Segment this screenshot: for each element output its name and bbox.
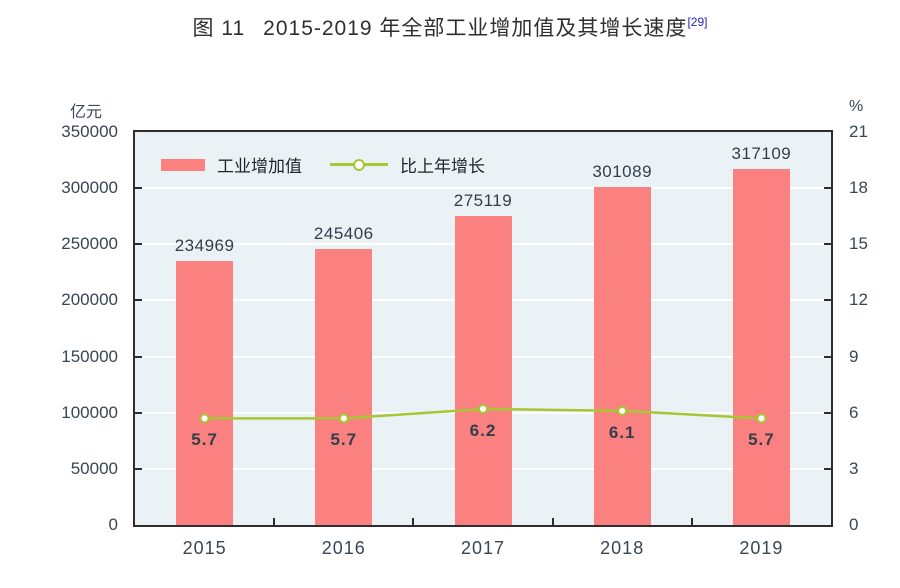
x-axis-label: 2016 (321, 538, 366, 558)
x-axis-label: 2018 (600, 538, 645, 558)
right-axis-tick (824, 299, 831, 302)
left-axis-tick-label: 350000 (61, 122, 118, 141)
bar (732, 168, 790, 525)
x-axis-tick (690, 518, 693, 525)
line-value-label: 6.2 (469, 420, 497, 440)
right-axis-unit-label: % (849, 98, 864, 115)
bar-value-label: 275119 (453, 191, 513, 211)
right-axis-tick-label: 18 (849, 178, 868, 198)
legend-bar-swatch-icon (161, 158, 205, 171)
left-axis-tick (135, 243, 142, 246)
legend-circle-marker-icon (353, 159, 365, 171)
line-value-label: 5.7 (330, 430, 358, 450)
right-axis-tick (824, 355, 831, 358)
legend-line-label: 比上年增长 (400, 157, 485, 176)
legend: 工业增加值 比上年增长 (161, 152, 485, 177)
line-value-label: 5.7 (748, 430, 775, 450)
bar (176, 261, 234, 525)
left-axis-tick-label: 300000 (61, 178, 118, 198)
growth-line-chart (199, 403, 767, 424)
right-axis-tick (824, 243, 831, 246)
x-axis-label: 2015 (182, 538, 227, 558)
x-axis-label: 2017 (460, 538, 505, 558)
line-marker-icon (617, 405, 628, 416)
bar-value-label: 317109 (731, 143, 792, 163)
x-axis-tick (273, 518, 276, 525)
bar (315, 249, 373, 525)
legend-bar-label: 工业增加值 (217, 157, 302, 176)
legend-line-sample-icon (330, 158, 388, 171)
line-value-label: 6.1 (608, 422, 636, 442)
bar-value-label: 245406 (313, 224, 374, 244)
right-axis-tick-label: 21 (849, 122, 868, 141)
right-axis-tick (824, 411, 831, 414)
x-axis-tick (551, 518, 554, 525)
bar-value-label: 301089 (592, 161, 653, 181)
left-axis-tick-label: 0 (108, 515, 118, 534)
right-axis-tick-label: 6 (849, 402, 859, 422)
left-axis-unit-label: 亿元 (69, 104, 102, 121)
right-axis-tick (824, 467, 831, 470)
right-axis-tick-label: 12 (849, 290, 868, 310)
bar-value-label: 234969 (174, 236, 235, 256)
line-marker-icon (756, 413, 767, 424)
gridline (135, 187, 831, 190)
line-marker-icon (478, 403, 488, 414)
left-axis-tick-label: 200000 (61, 290, 118, 310)
bar (454, 216, 512, 525)
line-marker-icon (338, 413, 349, 424)
left-axis-tick (135, 411, 142, 414)
figure-title: 图 11 2015-2019 年全部工业增加值及其增长速度[29] (0, 12, 900, 42)
left-axis-tick-label: 50000 (70, 458, 118, 478)
line-value-label: 5.7 (191, 430, 218, 450)
right-axis-tick-label: 15 (849, 234, 868, 254)
left-axis-tick-label: 250000 (61, 234, 118, 254)
left-axis-tick-label: 150000 (61, 346, 118, 366)
x-axis-label: 2019 (739, 538, 784, 558)
left-axis-tick (135, 187, 142, 190)
right-axis-tick-label: 3 (849, 458, 859, 478)
x-axis-tick (412, 518, 415, 525)
figure-title-text: 2015-2019 年全部工业增加值及其增长速度 (263, 17, 688, 40)
line-marker-icon (199, 413, 210, 424)
left-axis-tick-label: 100000 (61, 402, 118, 422)
bar (593, 186, 651, 525)
right-axis-tick-label: 9 (849, 346, 859, 366)
figure-number: 图 11 (192, 17, 246, 40)
right-axis-tick-label: 0 (849, 515, 859, 534)
left-axis-tick (135, 299, 142, 302)
right-axis-tick (824, 187, 831, 190)
plot-area: 工业增加值 比上年增长 234969 245406 275119 301089 3171… (133, 130, 833, 527)
footnote-reference: [29] (687, 15, 708, 29)
left-axis-tick (135, 467, 142, 470)
left-axis-tick (135, 355, 142, 358)
